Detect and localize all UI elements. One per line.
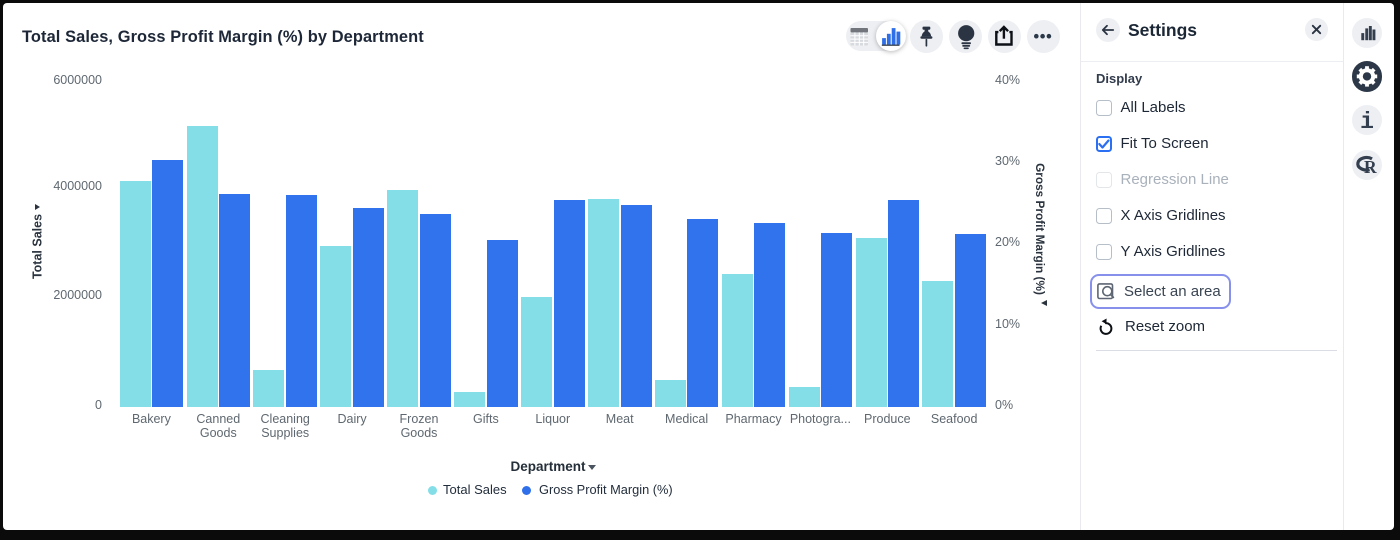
svg-text:i: i [1360,109,1374,135]
svg-text:R: R [1364,157,1377,177]
